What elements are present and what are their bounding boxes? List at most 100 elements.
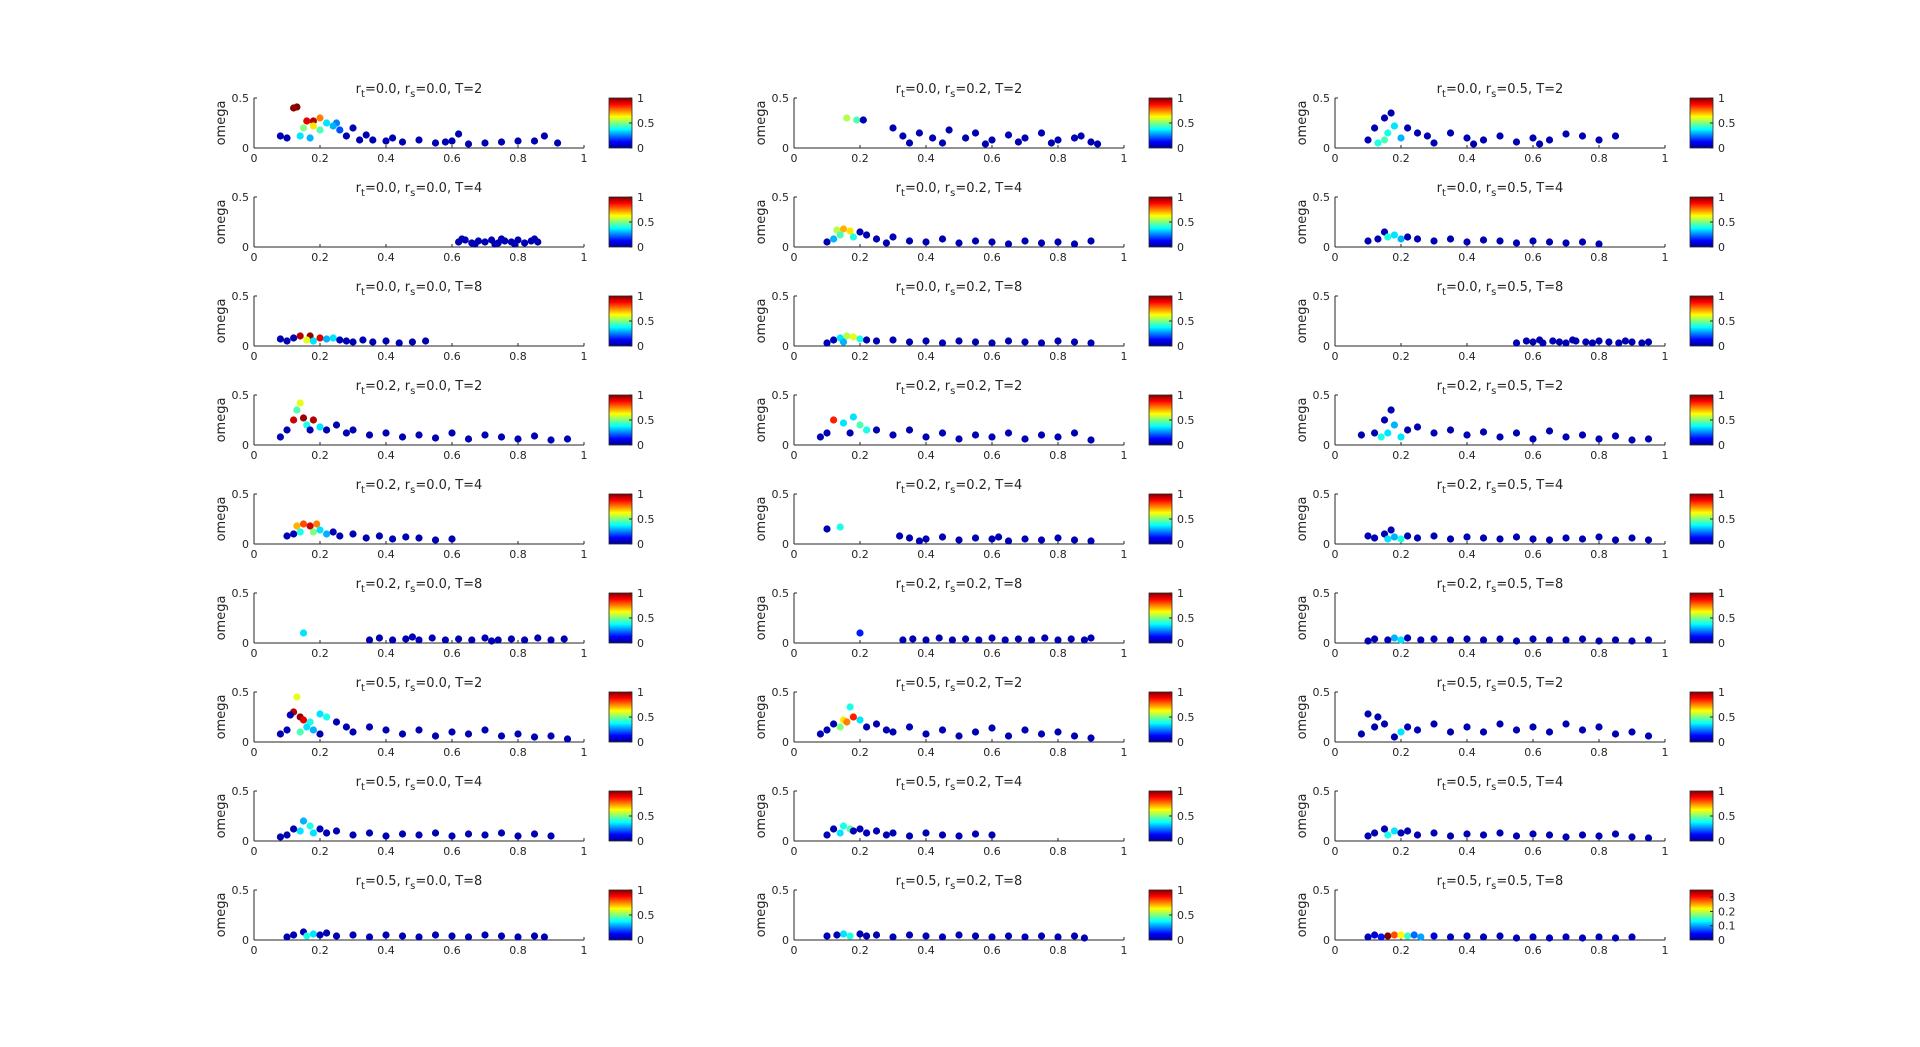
scatter-point [448, 535, 456, 543]
scatter-point [1555, 338, 1563, 346]
y-axis-label: omega [1295, 299, 1310, 344]
x-tick-label: 0.4 [377, 251, 395, 264]
x-tick-label: 1 [1121, 449, 1128, 462]
scatter-panel: rt=0.0, rs=0.2, T=20 0.2 0.4 0.6 0.8 100.5ome… [754, 82, 1195, 165]
scatter-point [1545, 934, 1554, 942]
x-tick-label: 0.6 [443, 647, 461, 660]
scatter-point [1595, 435, 1603, 443]
scatter-point [1628, 833, 1636, 841]
scatter-point [290, 530, 298, 538]
scatter-point [276, 730, 284, 738]
scatter-point [428, 634, 436, 642]
colorbar-tick-label: 0.5 [1718, 414, 1736, 427]
y-axis-label: omega [754, 299, 769, 344]
x-tick-label: 1 [1662, 152, 1669, 165]
x-tick-label: 0.2 [311, 944, 329, 957]
x-tick-label: 0.4 [1458, 944, 1476, 957]
scatter-panel: rt=0.0, rs=0.0, T=40 0.2 0.4 0.6 0.8 100.5ome… [214, 181, 655, 264]
colorbar [608, 592, 633, 644]
x-tick-label: 0.2 [311, 845, 329, 858]
scatter-point [1037, 339, 1046, 347]
colorbar-tick-label: 0.5 [1177, 117, 1195, 130]
y-tick-label: 0.5 [1313, 290, 1331, 303]
scatter-point [431, 829, 440, 837]
scatter-point [1644, 536, 1653, 544]
panel-title: rt=0.5, rs=0.5, T=4 [1437, 775, 1564, 793]
scatter-point [899, 636, 907, 644]
colorbar-tick-label: 0 [637, 538, 644, 551]
x-tick-label: 1 [581, 350, 588, 363]
scatter-point [342, 723, 350, 731]
scatter-point [1529, 237, 1537, 245]
scatter-point [1430, 532, 1438, 540]
scatter-point [971, 534, 980, 542]
x-tick-label: 1 [581, 944, 588, 957]
x-tick-label: 0.6 [1524, 746, 1542, 759]
scatter-point [1496, 829, 1504, 837]
y-tick-label: 0 [782, 637, 789, 650]
x-tick-label: 0.4 [377, 845, 395, 858]
scatter-point [1413, 423, 1422, 431]
x-tick-label: 0 [791, 845, 798, 858]
x-tick-label: 1 [1121, 251, 1128, 264]
scatter-point [1549, 337, 1557, 345]
y-tick-label: 0.5 [772, 587, 790, 600]
scatter-point [988, 933, 996, 941]
scatter-point [1611, 536, 1620, 544]
x-tick-label: 0.8 [1590, 449, 1608, 462]
scatter-point [1430, 429, 1438, 437]
x-tick-label: 0.2 [1392, 350, 1410, 363]
scatter-point [1529, 635, 1537, 643]
colorbar-tick-label: 1 [1177, 488, 1184, 501]
scatter-point [1397, 728, 1405, 736]
x-tick-label: 0.8 [1049, 548, 1067, 561]
scatter-point [464, 435, 473, 443]
scatter-point [1463, 932, 1471, 940]
scatter-point [843, 718, 851, 726]
scatter-point [1446, 129, 1455, 137]
scatter-point [290, 334, 298, 342]
scatter-point [962, 134, 970, 142]
scatter-point [1479, 534, 1488, 542]
y-tick-label: 0.5 [772, 785, 790, 798]
scatter-point [1628, 933, 1636, 941]
x-tick-label: 1 [1121, 647, 1128, 660]
scatter-point [547, 636, 555, 644]
colorbar-tick-label: 0.1 [1718, 920, 1736, 933]
scatter-point [830, 416, 838, 424]
scatter-point [849, 713, 858, 721]
scatter-point [1364, 637, 1372, 645]
x-tick-label: 0.2 [311, 350, 329, 363]
scatter-point [971, 932, 980, 940]
scatter-point [563, 435, 572, 443]
scatter-point [981, 140, 990, 148]
panel-title: rt=0.2, rs=0.5, T=4 [1437, 478, 1564, 496]
scatter-point [1390, 231, 1398, 239]
scatter-point [1087, 634, 1095, 642]
scatter-point [830, 720, 838, 728]
scatter-point [872, 235, 881, 243]
scatter-point [299, 629, 308, 637]
scatter-point [497, 932, 506, 940]
scatter-point [323, 929, 331, 937]
scatter-point [309, 416, 317, 424]
scatter-point [1364, 710, 1372, 718]
colorbar-tick-label: 0.5 [1718, 513, 1736, 526]
panel-title: rt=0.5, rs=0.5, T=8 [1437, 874, 1564, 892]
scatter-point [276, 132, 284, 140]
scatter-point [309, 726, 317, 734]
x-tick-label: 1 [1121, 152, 1128, 165]
colorbar [1148, 889, 1173, 941]
scatter-point [1070, 429, 1079, 437]
scatter-point [915, 129, 924, 137]
scatter-panel: rt=0.2, rs=0.0, T=80 0.2 0.4 0.6 0.8 100.5ome… [214, 577, 655, 660]
scatter-point [448, 932, 456, 940]
scatter-point [1529, 535, 1537, 543]
x-tick-label: 0.6 [1524, 251, 1542, 264]
scatter-point [1644, 834, 1653, 842]
colorbar-tick-label: 0 [1718, 538, 1725, 551]
colorbar-tick-label: 0 [637, 340, 644, 353]
scatter-point [316, 126, 324, 134]
scatter-point [1529, 933, 1537, 941]
